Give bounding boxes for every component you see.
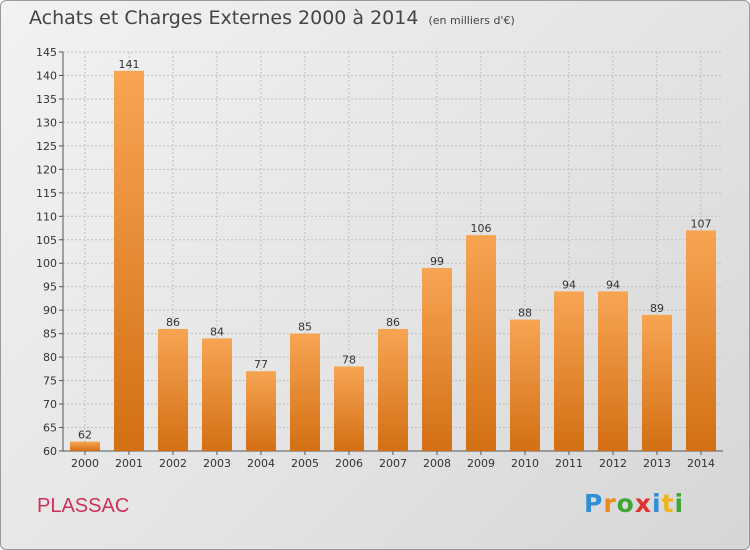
value-label: 94 xyxy=(562,278,576,291)
bar-2013 xyxy=(642,314,672,451)
x-tick-label: 2006 xyxy=(335,457,363,470)
x-tick-label: 2001 xyxy=(115,457,143,470)
bar-2003 xyxy=(202,338,232,451)
x-tick-label: 2004 xyxy=(247,457,275,470)
value-label: 141 xyxy=(119,58,140,71)
bar-2002 xyxy=(158,328,188,451)
chart-title-text: Achats et Charges Externes 2000 à 2014 xyxy=(29,7,419,29)
y-tick-label: 130 xyxy=(36,116,57,129)
bar-2005 xyxy=(290,333,320,451)
x-tick-label: 2002 xyxy=(159,457,187,470)
y-tick-label: 140 xyxy=(36,69,57,82)
y-tick-label: 65 xyxy=(43,422,57,435)
x-tick-label: 2007 xyxy=(379,457,407,470)
logo-letter: o xyxy=(616,489,635,518)
y-tick-label: 110 xyxy=(36,210,57,223)
value-label: 89 xyxy=(650,302,664,315)
logo-letter: i xyxy=(652,489,662,518)
bar-2000 xyxy=(70,441,100,451)
x-tick-label: 2013 xyxy=(643,457,671,470)
value-label: 88 xyxy=(518,307,532,320)
x-tick-label: 2010 xyxy=(511,457,539,470)
value-label: 85 xyxy=(298,321,312,334)
value-label: 106 xyxy=(471,222,492,235)
chart-subtitle: (en milliers d'€) xyxy=(428,14,515,27)
x-tick-label: 2003 xyxy=(203,457,231,470)
y-tick-label: 90 xyxy=(43,304,57,317)
y-tick-label: 100 xyxy=(36,257,57,270)
bar-2012 xyxy=(598,291,628,451)
value-label: 62 xyxy=(78,429,92,442)
y-tick-label: 105 xyxy=(36,234,57,247)
x-tick-label: 2012 xyxy=(599,457,627,470)
chart-title: Achats et Charges Externes 2000 à 2014 (e… xyxy=(29,7,515,29)
y-tick-label: 145 xyxy=(36,46,57,59)
x-tick-label: 2009 xyxy=(467,457,495,470)
bar-2011 xyxy=(554,291,584,451)
y-tick-label: 60 xyxy=(43,445,57,458)
bar-2006 xyxy=(334,366,364,451)
x-tick-label: 2014 xyxy=(687,457,715,470)
logo-letter: t xyxy=(661,489,675,518)
bar-2008 xyxy=(422,267,452,451)
y-tick-label: 70 xyxy=(43,398,57,411)
bar-2009 xyxy=(466,235,496,451)
y-tick-label: 80 xyxy=(43,351,57,364)
x-tick-label: 2000 xyxy=(71,457,99,470)
x-tick-label: 2008 xyxy=(423,457,451,470)
value-label: 107 xyxy=(691,217,712,230)
y-tick-label: 115 xyxy=(36,187,57,200)
value-label: 86 xyxy=(166,316,180,329)
y-tick-label: 75 xyxy=(43,375,57,388)
y-tick-label: 85 xyxy=(43,328,57,341)
y-tick-label: 95 xyxy=(43,281,57,294)
proxiti-logo[interactable]: Proxiti xyxy=(584,489,684,518)
y-tick-label: 135 xyxy=(36,93,57,106)
bar-2014 xyxy=(686,230,716,451)
bar-2010 xyxy=(510,319,540,451)
logo-letter: P xyxy=(584,489,604,518)
commune-name: PLASSAC xyxy=(37,495,130,517)
value-label: 84 xyxy=(210,325,224,338)
y-tick-label: 120 xyxy=(36,163,57,176)
value-label: 99 xyxy=(430,255,444,268)
logo-letter: x xyxy=(634,489,652,518)
logo-letter: i xyxy=(674,489,685,518)
bar-2004 xyxy=(246,371,276,451)
labels: 60 65 70 75 80 85 90 95 100 105 110 115 120 125 130 135… xyxy=(36,46,715,470)
value-label: 86 xyxy=(386,316,400,329)
value-label: 78 xyxy=(342,354,356,367)
x-tick-label: 2005 xyxy=(291,457,319,470)
value-label: 94 xyxy=(606,278,620,291)
bars xyxy=(70,70,716,451)
logo-letter: r xyxy=(603,489,617,518)
bar-2007 xyxy=(378,328,408,451)
value-label: 77 xyxy=(254,358,268,371)
y-tick-label: 125 xyxy=(36,140,57,153)
bar-2001 xyxy=(114,70,144,451)
x-tick-label: 2011 xyxy=(555,457,583,470)
